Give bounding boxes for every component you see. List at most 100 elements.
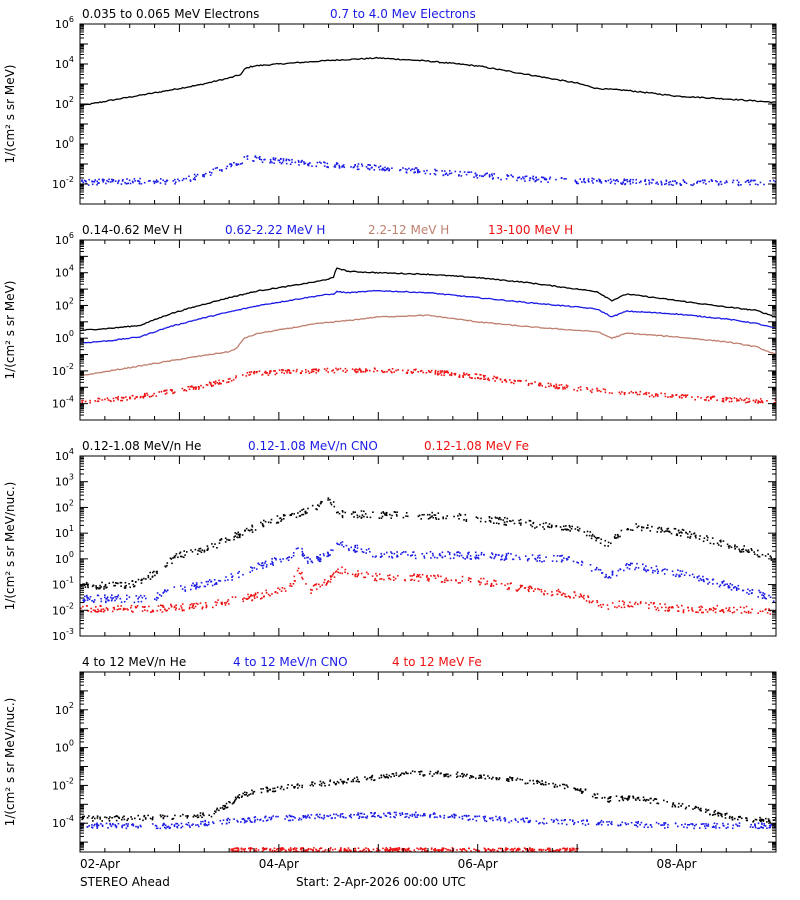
data-point	[416, 816, 418, 818]
data-point	[597, 605, 600, 607]
data-point	[573, 848, 575, 851]
data-point	[99, 816, 101, 819]
data-point	[193, 607, 195, 609]
data-point	[519, 518, 522, 521]
data-point	[645, 823, 648, 826]
data-point	[666, 528, 668, 530]
data-point	[439, 553, 441, 555]
data-point	[248, 817, 251, 820]
legend-entry: 0.12-1.08 MeV/n CNO	[248, 439, 378, 453]
data-point	[159, 814, 162, 816]
data-point	[295, 849, 297, 851]
data-point	[674, 805, 677, 808]
data-point	[323, 165, 326, 167]
data-point	[274, 790, 277, 792]
data-point	[165, 610, 167, 612]
data-point	[655, 182, 657, 185]
data-point	[556, 785, 558, 788]
data-point	[329, 847, 332, 849]
data-point	[474, 557, 477, 560]
data-point	[180, 822, 183, 825]
data-point	[488, 777, 491, 779]
data-point	[257, 562, 259, 565]
data-point	[463, 373, 465, 376]
data-point	[589, 390, 592, 392]
data-point	[159, 609, 162, 611]
data-point	[505, 178, 508, 180]
data-point	[643, 798, 646, 801]
data-point	[629, 564, 631, 566]
data-point	[429, 371, 432, 373]
data-point	[253, 597, 256, 599]
data-point	[205, 606, 207, 609]
data-point	[295, 547, 298, 550]
data-point	[635, 178, 637, 181]
data-point	[428, 578, 430, 580]
data-point	[124, 587, 127, 589]
data-point	[276, 592, 279, 594]
data-point	[335, 367, 337, 370]
data-point	[83, 601, 85, 603]
data-point	[405, 171, 408, 174]
data-point	[356, 550, 358, 553]
data-point	[697, 180, 699, 183]
data-point	[627, 564, 630, 566]
data-point	[328, 554, 330, 556]
data-point	[395, 774, 398, 776]
data-point	[242, 792, 244, 795]
data-point	[381, 169, 383, 171]
data-point	[479, 774, 482, 777]
data-point	[125, 584, 127, 587]
data-point	[361, 550, 364, 553]
data-point	[709, 542, 712, 545]
data-point	[559, 526, 562, 528]
data-point	[104, 585, 107, 587]
data-point	[426, 850, 428, 852]
data-point	[420, 770, 422, 773]
data-point	[293, 848, 296, 850]
data-point	[547, 847, 549, 850]
data-point	[599, 569, 602, 571]
data-point	[344, 367, 347, 370]
data-point	[580, 820, 583, 822]
data-point	[653, 798, 656, 800]
data-point	[301, 509, 303, 511]
data-point	[341, 544, 343, 546]
data-point	[668, 181, 670, 184]
data-point	[382, 371, 385, 374]
data-point	[350, 513, 353, 515]
data-point	[748, 593, 750, 595]
data-point	[619, 535, 621, 538]
data-point	[456, 849, 458, 851]
data-point	[103, 609, 106, 612]
data-point	[358, 781, 360, 783]
data-point	[199, 814, 202, 817]
data-point	[391, 368, 394, 370]
data-point	[188, 607, 191, 610]
data-point	[656, 181, 658, 184]
data-point	[588, 601, 591, 604]
data-point	[353, 777, 356, 780]
data-point	[686, 394, 689, 396]
data-point	[574, 179, 577, 182]
data-point	[458, 555, 461, 557]
data-point	[672, 184, 674, 186]
data-point	[380, 578, 383, 580]
data-point	[202, 606, 204, 608]
data-point	[730, 546, 733, 549]
data-point	[176, 825, 178, 828]
data-point	[618, 600, 621, 603]
data-point	[160, 815, 162, 818]
data-point	[458, 175, 460, 177]
data-point	[235, 850, 238, 852]
data-point	[219, 580, 222, 582]
data-point	[239, 533, 241, 536]
data-point	[549, 383, 552, 385]
data-point	[745, 397, 748, 400]
data-point	[670, 183, 673, 186]
data-point	[319, 847, 322, 849]
data-point	[626, 180, 629, 183]
data-point	[239, 536, 241, 539]
data-point	[405, 551, 407, 553]
data-point	[747, 179, 750, 182]
